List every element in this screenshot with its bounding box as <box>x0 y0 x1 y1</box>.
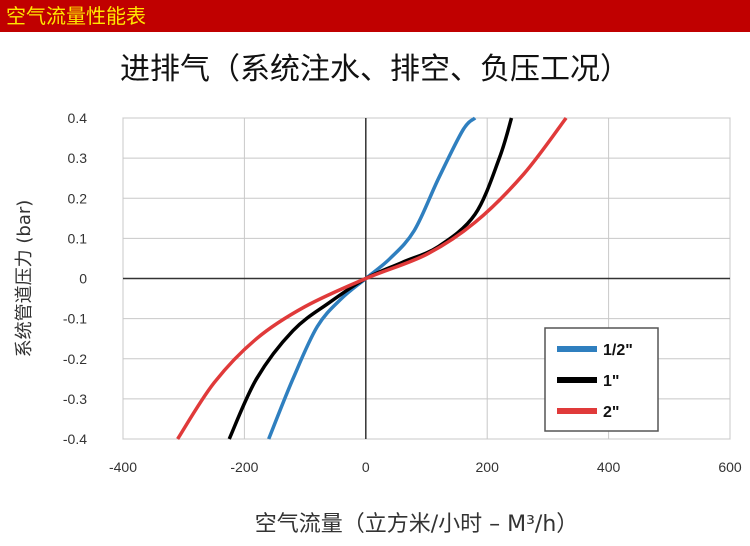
x-tick-labels: -400 -200 0 200 400 600 <box>109 459 742 475</box>
chart-title: 进排气（系统注水、排空、负压工况） <box>120 52 630 87</box>
y-tick-label: 0.1 <box>68 230 88 246</box>
y-tick-label: 0 <box>79 271 87 287</box>
y-tick-label: 0.4 <box>68 110 88 126</box>
y-tick-labels: 0.4 0.3 0.2 0.1 0 -0.1 -0.2 -0.3 -0.4 <box>63 110 87 447</box>
x-tick-label: 600 <box>718 459 742 475</box>
y-axis-label: 系统管道压力 (bar) <box>14 200 35 358</box>
x-axis-label: 空气流量（立方米/小时 – M³/h） <box>255 512 579 537</box>
legend: 1/2" 1" 2" <box>544 327 659 432</box>
legend-label-0: 1/2" <box>603 342 633 359</box>
series-line-0 <box>267 116 477 440</box>
y-tick-label: -0.2 <box>63 351 87 367</box>
x-tick-label: -200 <box>230 459 258 475</box>
series-line-2 <box>176 116 568 440</box>
x-tick-label: -400 <box>109 459 137 475</box>
y-tick-label: -0.3 <box>63 391 87 407</box>
x-tick-label: 0 <box>362 459 370 475</box>
y-tick-label: 0.2 <box>68 190 88 206</box>
x-tick-label: 200 <box>476 459 500 475</box>
curves <box>176 116 568 440</box>
y-tick-label: -0.1 <box>63 311 87 327</box>
y-tick-label: -0.4 <box>63 431 87 447</box>
x-tick-label: 400 <box>597 459 621 475</box>
page-banner: 空气流量性能表 <box>0 0 750 32</box>
y-tick-label: 0.3 <box>68 150 88 166</box>
legend-label-2: 2" <box>603 404 619 421</box>
legend-label-1: 1" <box>603 373 619 390</box>
